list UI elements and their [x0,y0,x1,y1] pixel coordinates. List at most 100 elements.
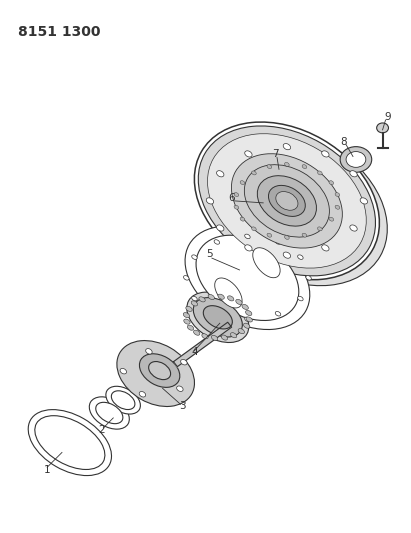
Ellipse shape [246,317,252,322]
Ellipse shape [228,296,234,301]
Ellipse shape [202,128,387,286]
Ellipse shape [211,335,218,341]
Ellipse shape [240,181,245,184]
Ellipse shape [245,234,250,239]
Ellipse shape [329,181,334,184]
Ellipse shape [194,330,200,335]
Ellipse shape [302,165,307,168]
Ellipse shape [120,368,127,374]
Ellipse shape [284,236,289,239]
Ellipse shape [194,122,379,280]
Ellipse shape [335,192,340,197]
Ellipse shape [218,294,224,299]
Ellipse shape [322,151,329,157]
Ellipse shape [267,165,272,168]
Ellipse shape [214,240,219,244]
Ellipse shape [177,386,183,391]
Ellipse shape [240,217,245,221]
Ellipse shape [221,335,228,340]
Ellipse shape [298,255,303,260]
Text: 7: 7 [272,149,278,158]
Ellipse shape [28,410,111,475]
Ellipse shape [257,176,316,226]
Polygon shape [173,322,232,367]
Ellipse shape [35,416,105,470]
Text: 3: 3 [179,401,186,411]
Ellipse shape [184,319,190,324]
Ellipse shape [350,225,357,231]
Ellipse shape [145,349,152,354]
Ellipse shape [139,392,145,397]
Ellipse shape [106,386,141,414]
Text: 8151 1300: 8151 1300 [18,25,100,39]
Ellipse shape [322,245,329,251]
Ellipse shape [117,341,194,407]
Ellipse shape [203,305,232,329]
Text: 6: 6 [229,193,235,203]
Ellipse shape [208,295,215,300]
Ellipse shape [231,333,237,338]
Ellipse shape [217,171,224,177]
Ellipse shape [318,227,322,231]
Ellipse shape [184,276,189,280]
Ellipse shape [215,278,242,308]
Ellipse shape [183,312,189,318]
Ellipse shape [245,245,252,251]
Ellipse shape [335,205,340,209]
Ellipse shape [245,165,330,237]
Ellipse shape [236,300,242,304]
Ellipse shape [306,276,312,280]
Ellipse shape [242,304,248,310]
Ellipse shape [187,325,194,330]
Ellipse shape [243,323,250,328]
Text: 8: 8 [340,136,346,147]
Ellipse shape [283,252,291,259]
Ellipse shape [275,311,281,316]
Ellipse shape [350,171,357,177]
Ellipse shape [198,126,376,276]
Ellipse shape [181,359,187,365]
Text: 1: 1 [44,465,51,475]
Text: 2: 2 [98,425,105,435]
Ellipse shape [245,151,252,157]
Ellipse shape [318,171,322,175]
Ellipse shape [192,255,197,260]
Ellipse shape [234,192,239,197]
Ellipse shape [302,233,307,237]
Ellipse shape [298,296,303,301]
Ellipse shape [283,143,291,150]
Ellipse shape [214,311,219,316]
Ellipse shape [217,225,224,231]
Ellipse shape [267,233,272,237]
Ellipse shape [238,329,245,334]
Ellipse shape [202,334,208,339]
Ellipse shape [199,297,205,302]
Ellipse shape [186,306,192,311]
Ellipse shape [329,217,334,221]
Text: 4: 4 [192,347,199,357]
Ellipse shape [268,185,305,216]
Text: 5: 5 [207,249,213,259]
Ellipse shape [284,163,289,166]
Ellipse shape [192,296,197,301]
Ellipse shape [275,240,281,244]
Ellipse shape [340,147,372,172]
Ellipse shape [196,235,299,320]
Ellipse shape [187,292,249,343]
Ellipse shape [376,123,388,133]
Ellipse shape [245,317,250,321]
Ellipse shape [231,154,342,248]
Ellipse shape [139,354,180,387]
Ellipse shape [276,191,298,210]
Text: 9: 9 [384,112,391,122]
Ellipse shape [245,310,252,316]
Ellipse shape [193,297,242,337]
Ellipse shape [96,402,123,424]
Ellipse shape [234,205,239,209]
Ellipse shape [252,227,256,231]
Ellipse shape [111,391,135,409]
Ellipse shape [360,198,367,204]
Ellipse shape [191,301,198,306]
Ellipse shape [149,361,171,379]
Ellipse shape [208,134,366,268]
